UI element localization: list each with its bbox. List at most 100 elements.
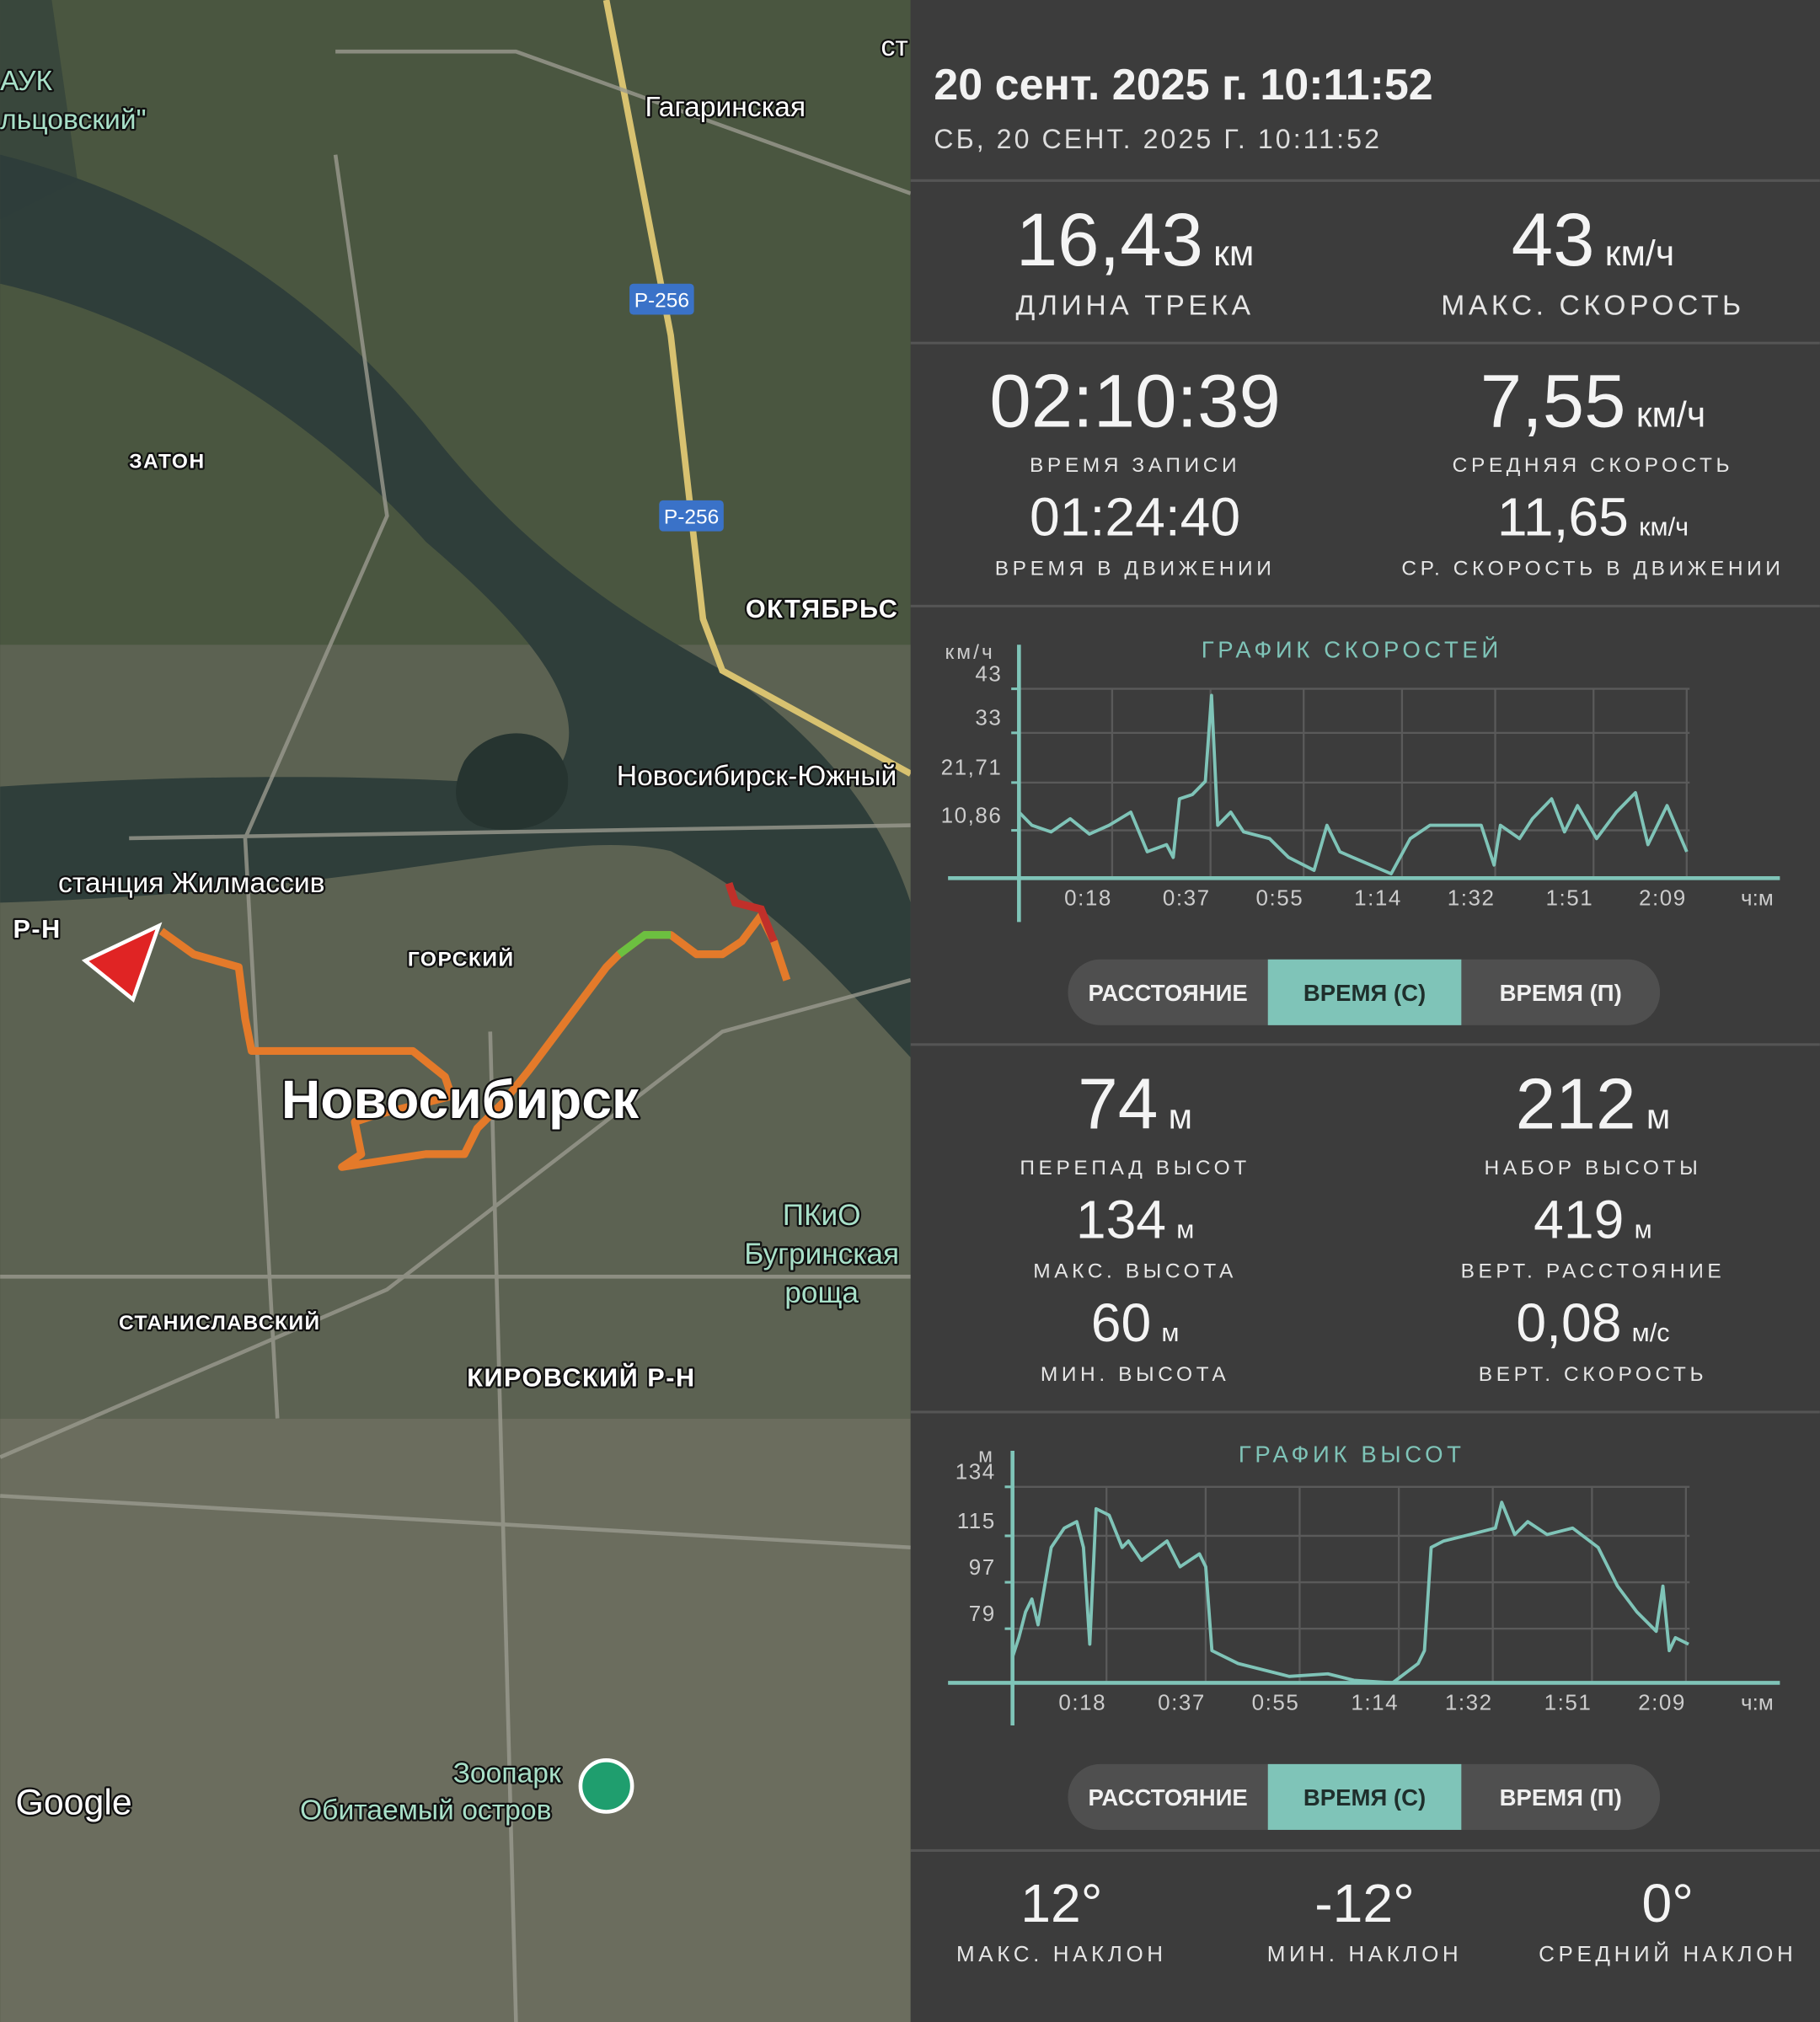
y-tick-label: 43 — [975, 661, 1002, 686]
stat-unit: м — [1161, 1319, 1179, 1347]
map-label: льцовский" — [0, 104, 146, 136]
stat-value: 419 м — [1534, 1190, 1652, 1250]
x-tick-label: 1:32 — [1448, 885, 1496, 910]
y-axis-label: км/ч — [945, 641, 995, 664]
x-tick-label: 0:55 — [1255, 885, 1303, 910]
x-tick-label: 0:55 — [1252, 1690, 1300, 1715]
map-label: роща — [784, 1276, 859, 1309]
map-label: Обитаемый остров — [300, 1795, 552, 1827]
map-label: ОКТЯБРЬС — [746, 595, 899, 623]
header-subtitle: СБ, 20 СЕНТ. 2025 Г. 10:11:52 — [934, 124, 1382, 154]
stat-label: ВЕРТ. РАССТОЯНИЕ — [1461, 1260, 1726, 1282]
stat-number: 212 — [1516, 1064, 1636, 1145]
toggle-button[interactable]: ВРЕМЯ (С) — [1303, 1784, 1426, 1811]
road-badge: Р-256 — [664, 506, 719, 528]
map-label: ЗАТОН — [129, 451, 205, 473]
segment-selected — [1267, 1763, 1462, 1830]
x-tick-label: 0:18 — [1064, 885, 1112, 910]
x-tick-label: 1:14 — [1354, 885, 1402, 910]
stat-unit: м — [1169, 1098, 1192, 1137]
toggle-button[interactable]: ВРЕМЯ (П) — [1500, 1784, 1622, 1811]
stat-label: СР. СКОРОСТЬ В ДВИЖЕНИИ — [1401, 557, 1784, 580]
x-tick-label: 2:09 — [1638, 1690, 1686, 1715]
x-tick-label: 0:18 — [1058, 1690, 1106, 1715]
x-tick-label: 1:51 — [1545, 885, 1593, 910]
stat-value: 02:10:39 — [989, 359, 1281, 442]
segment-selected — [1267, 959, 1462, 1025]
stat-number: 11,65 — [1497, 486, 1629, 547]
map-label: Новосибирск-Южный — [617, 761, 897, 792]
stat-unit: км — [1213, 233, 1254, 274]
stat-label: ПЕРЕПАД ВЫСОТ — [1020, 1157, 1250, 1180]
toggle-button[interactable]: РАССТОЯНИЕ — [1088, 1784, 1247, 1811]
x-tick-label: 1:14 — [1351, 1690, 1399, 1715]
map-label: Гагаринская — [645, 92, 806, 123]
map-label: Зоопарк — [453, 1757, 561, 1789]
stat-label: ВРЕМЯ В ДВИЖЕНИИ — [995, 557, 1276, 580]
stat-number: 02:10:39 — [989, 359, 1281, 442]
separators — [910, 179, 1820, 1852]
dynamic: 16,43 км ДЛИНА ТРЕКА 43 км/ч МАКС. СКОРОСТЬ 02… — [941, 198, 1796, 1966]
x-tick-label: 2:09 — [1639, 885, 1687, 910]
x-tick-label: 0:37 — [1163, 885, 1211, 910]
google-logo: Google — [16, 1783, 132, 1823]
chart-title: ГРАФИК ВЫСОТ — [1239, 1442, 1465, 1468]
toggle-button[interactable]: РАССТОЯНИЕ — [1088, 980, 1247, 1006]
stat-label: ВЕРТ. СКОРОСТЬ — [1479, 1363, 1707, 1386]
stat-value: -12° — [1314, 1873, 1415, 1934]
x-tick-label: 1:32 — [1445, 1690, 1493, 1715]
y-tick-label: 21,71 — [941, 755, 1003, 780]
x-axis-label: ч:м — [1741, 885, 1774, 910]
toggle-button[interactable]: ВРЕМЯ (С) — [1303, 980, 1426, 1006]
stat-label: СРЕДНИЙ НАКЛОН — [1539, 1941, 1796, 1966]
map: Гагаринская Р-256 Р-256 ЗАТОН ОКТЯБРЬС Н… — [0, 0, 913, 2022]
stat-number: 0,08 — [1516, 1292, 1621, 1353]
y-tick-label: 79 — [969, 1601, 996, 1626]
stat-number: 0° — [1642, 1873, 1694, 1934]
stat-value: 212 м — [1516, 1064, 1671, 1145]
y-tick-label: 115 — [957, 1508, 996, 1533]
stat-value: 01:24:40 — [1030, 486, 1240, 547]
road-badge: Р-256 — [634, 289, 689, 312]
data-line — [1017, 693, 1689, 876]
x-tick-label: 0:37 — [1158, 1690, 1206, 1715]
stat-value: 7,55 км/ч — [1480, 359, 1705, 442]
stat-number: 134 — [1076, 1190, 1166, 1250]
stat-unit: м — [1635, 1216, 1652, 1244]
stat-label: МИН. ВЫСОТА — [1041, 1363, 1229, 1386]
segmented-control: РАССТОЯНИЕ ВРЕМЯ (С) ВРЕМЯ (П) — [1068, 959, 1661, 1025]
stat-number: 74 — [1078, 1064, 1158, 1145]
map-label: АУК — [0, 66, 52, 97]
map-label: станция Жилмассив — [58, 868, 325, 899]
stat-number: 01:24:40 — [1030, 486, 1240, 547]
chart-title: ГРАФИК СКОРОСТЕЙ — [1202, 637, 1502, 663]
data-line — [1010, 1500, 1689, 1685]
stat-unit: м — [1646, 1098, 1670, 1137]
map-label: ст — [881, 31, 908, 62]
y-tick-label: 33 — [975, 705, 1002, 730]
segmented-control: РАССТОЯНИЕ ВРЕМЯ (С) ВРЕМЯ (П) — [1068, 1763, 1661, 1830]
stat-label: ДЛИНА ТРЕКА — [1015, 290, 1254, 321]
map-label: СТАНИСЛАВСКИЙ — [119, 1311, 321, 1335]
toggle-button[interactable]: ВРЕМЯ (П) — [1500, 980, 1622, 1006]
map-label: Бугринская — [744, 1238, 899, 1270]
stat-label: МАКС. ВЫСОТА — [1033, 1260, 1237, 1282]
stat-label: МАКС. СКОРОСТЬ — [1441, 290, 1744, 321]
stat-value: 16,43 км — [1016, 198, 1255, 281]
header-title: 20 сент. 2025 г. 10:11:52 — [934, 61, 1432, 110]
stat-value: 43 км/ч — [1512, 198, 1674, 281]
stat-value: 0° — [1642, 1873, 1694, 1934]
stat-number: 16,43 — [1016, 198, 1203, 281]
stat-unit: м/с — [1632, 1319, 1670, 1347]
y-tick-label: 10,86 — [941, 802, 1003, 827]
stat-number: 419 — [1534, 1190, 1624, 1250]
stat-label: ВРЕМЯ ЗАПИСИ — [1030, 454, 1240, 477]
stat-value: 0,08 м/с — [1516, 1292, 1669, 1353]
stat-label: НАБОР ВЫСОТЫ — [1485, 1157, 1702, 1180]
map-label: Р-Н — [13, 915, 61, 944]
city-label: Новосибирск — [281, 1069, 640, 1130]
stat-number: 12° — [1020, 1873, 1102, 1934]
stat-label: СРЕДНЯЯ СКОРОСТЬ — [1453, 454, 1734, 477]
stat-label: МАКС. НАКЛОН — [956, 1941, 1167, 1966]
